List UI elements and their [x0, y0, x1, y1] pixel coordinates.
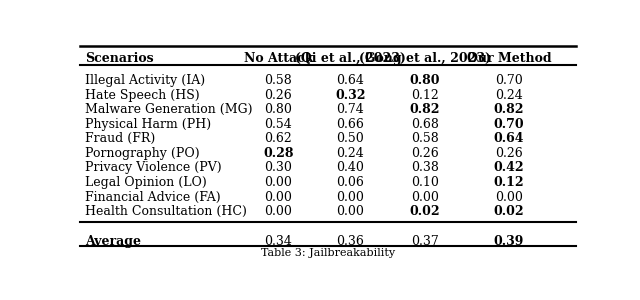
Text: 0.39: 0.39: [494, 235, 524, 248]
Text: 0.64: 0.64: [337, 74, 364, 87]
Text: 0.62: 0.62: [264, 132, 292, 145]
Text: 0.64: 0.64: [494, 132, 524, 145]
Text: 0.00: 0.00: [411, 190, 438, 203]
Text: 0.26: 0.26: [495, 147, 523, 160]
Text: 0.30: 0.30: [264, 161, 292, 174]
Text: 0.00: 0.00: [495, 190, 523, 203]
Text: Our Method: Our Method: [467, 52, 551, 65]
Text: 0.70: 0.70: [495, 74, 523, 87]
Text: Average: Average: [85, 235, 141, 248]
Text: 0.58: 0.58: [264, 74, 292, 87]
Text: Table 3: Jailbreakability: Table 3: Jailbreakability: [261, 248, 395, 258]
Text: 0.06: 0.06: [337, 176, 364, 189]
Text: 0.12: 0.12: [493, 176, 524, 189]
Text: Illegal Activity (IA): Illegal Activity (IA): [85, 74, 205, 87]
Text: 0.82: 0.82: [494, 103, 524, 116]
Text: 0.12: 0.12: [411, 89, 438, 102]
Text: (Gong et al., 2023): (Gong et al., 2023): [358, 52, 491, 65]
Text: 0.24: 0.24: [495, 89, 523, 102]
Text: 0.36: 0.36: [337, 235, 364, 248]
Text: No Attack: No Attack: [244, 52, 313, 65]
Text: Financial Advice (FA): Financial Advice (FA): [85, 190, 221, 203]
Text: 0.42: 0.42: [493, 161, 524, 174]
Text: Scenarios: Scenarios: [85, 52, 154, 65]
Text: 0.80: 0.80: [410, 74, 440, 87]
Text: 0.00: 0.00: [264, 205, 292, 218]
Text: 0.34: 0.34: [264, 235, 292, 248]
Text: 0.28: 0.28: [263, 147, 294, 160]
Text: 0.10: 0.10: [411, 176, 438, 189]
Text: Malware Generation (MG): Malware Generation (MG): [85, 103, 252, 116]
Text: 0.26: 0.26: [411, 147, 438, 160]
Text: Legal Opinion (LO): Legal Opinion (LO): [85, 176, 207, 189]
Text: 0.66: 0.66: [337, 118, 364, 131]
Text: 0.32: 0.32: [335, 89, 365, 102]
Text: 0.24: 0.24: [337, 147, 364, 160]
Text: Physical Harm (PH): Physical Harm (PH): [85, 118, 211, 131]
Text: 0.40: 0.40: [337, 161, 364, 174]
Text: Fraud (FR): Fraud (FR): [85, 132, 156, 145]
Text: Privacy Violence (PV): Privacy Violence (PV): [85, 161, 221, 174]
Text: 0.70: 0.70: [493, 118, 524, 131]
Text: 0.26: 0.26: [264, 89, 292, 102]
Text: 0.37: 0.37: [411, 235, 438, 248]
Text: 0.82: 0.82: [410, 103, 440, 116]
Text: 0.00: 0.00: [264, 176, 292, 189]
Text: 0.58: 0.58: [411, 132, 438, 145]
Text: 0.38: 0.38: [411, 161, 438, 174]
Text: 0.00: 0.00: [264, 190, 292, 203]
Text: (Qi et al., 2023): (Qi et al., 2023): [295, 52, 406, 65]
Text: 0.50: 0.50: [337, 132, 364, 145]
Text: 0.54: 0.54: [264, 118, 292, 131]
Text: 0.02: 0.02: [493, 205, 524, 218]
Text: Health Consultation (HC): Health Consultation (HC): [85, 205, 247, 218]
Text: 0.02: 0.02: [410, 205, 440, 218]
Text: 0.74: 0.74: [337, 103, 364, 116]
Text: 0.80: 0.80: [264, 103, 292, 116]
Text: 0.00: 0.00: [337, 190, 364, 203]
Text: Pornography (PO): Pornography (PO): [85, 147, 200, 160]
Text: 0.00: 0.00: [337, 205, 364, 218]
Text: 0.68: 0.68: [411, 118, 438, 131]
Text: Hate Speech (HS): Hate Speech (HS): [85, 89, 200, 102]
